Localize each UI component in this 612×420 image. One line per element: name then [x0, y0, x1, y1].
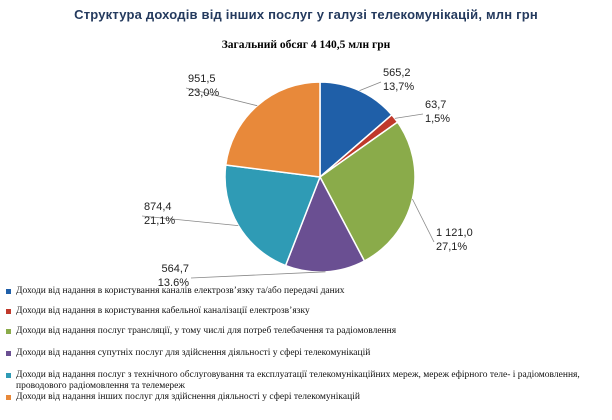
legend-label: Доходи від надання в користування каналі… — [16, 286, 345, 296]
data-label-value: 951,5 — [188, 73, 216, 85]
data-label-percent: 1,5% — [425, 113, 450, 125]
legend-label: Доходи від надання супутніх послуг для з… — [16, 348, 371, 358]
pie-slice — [319, 81, 393, 179]
legend-swatch — [6, 329, 11, 334]
data-label-value: 63,7 — [425, 99, 446, 111]
data-label-percent: 23,0% — [188, 87, 219, 99]
leader-line — [141, 215, 239, 226]
data-label-percent: 21,1% — [144, 215, 175, 227]
legend-swatch — [6, 309, 11, 314]
pie-slice — [224, 81, 321, 178]
legend-label: Доходи від надання послуг з технічного о… — [16, 370, 580, 391]
legend-label: Доходи від надання послуг трансляції, у … — [16, 326, 397, 336]
chart-title: Структура доходів від інших послуг у гал… — [74, 7, 538, 22]
data-label-value: 564,7 — [161, 263, 189, 275]
data-label-value: 1 121,0 — [436, 227, 473, 239]
leader-line — [185, 87, 258, 107]
data-label-value: 565,2 — [383, 67, 411, 79]
data-label-value: 874,4 — [144, 201, 172, 213]
pie-slice — [224, 164, 322, 267]
chart-subtitle: Загальний обсяг 4 140,5 млн грн — [221, 39, 391, 51]
leader-line — [359, 81, 382, 91]
leader-line — [394, 113, 424, 119]
legend-swatch — [6, 373, 11, 378]
legend-swatch — [6, 395, 11, 400]
legend-swatch — [6, 351, 11, 356]
data-label-percent: 27,1% — [436, 241, 467, 253]
pie-chart: 565,2 13,7% 63,7 1,5% 1 121,0 27,1% 564,7 13,6%… — [141, 67, 473, 286]
leader-line — [190, 271, 326, 279]
legend-swatch — [6, 289, 11, 294]
data-label-percent: 13,6% — [158, 277, 189, 286]
data-label-percent: 13,7% — [383, 81, 414, 93]
leader-line — [412, 198, 435, 243]
legend-label: Доходи від надання в користування кабель… — [16, 306, 310, 316]
legend-label: Доходи від надання інших послуг для здій… — [16, 392, 360, 402]
